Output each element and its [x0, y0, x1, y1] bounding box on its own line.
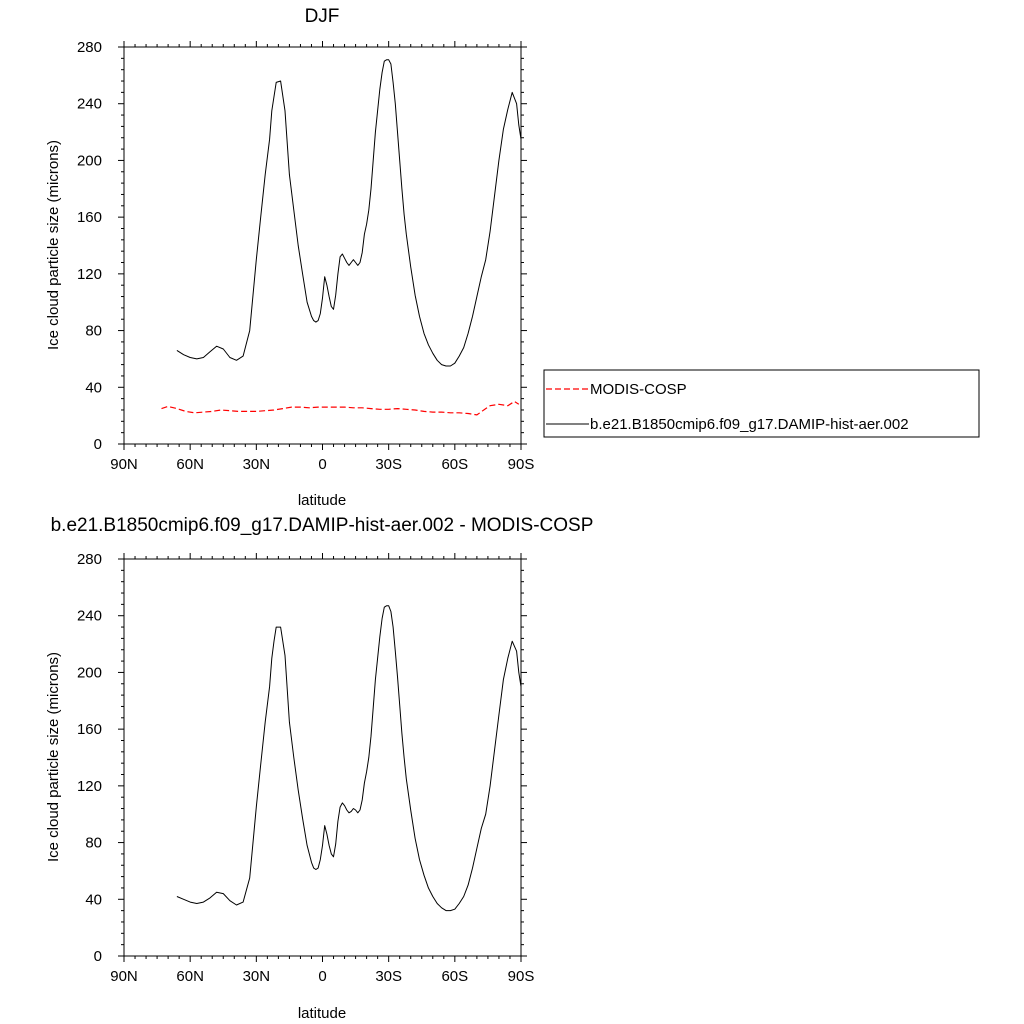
top-plot-frame	[123, 46, 522, 445]
top-series-group	[161, 59, 522, 416]
y-tick-label: 200	[77, 664, 102, 681]
x-tick-label: 30N	[243, 456, 271, 473]
y-tick-label: 240	[77, 608, 102, 625]
x-tick-label: 90S	[508, 456, 535, 473]
x-tick-label: 30S	[375, 968, 402, 985]
y-tick-label: 0	[94, 436, 102, 453]
x-tick-label: 90S	[508, 968, 535, 985]
top-series-line-modis	[161, 400, 520, 416]
x-tick-label: 0	[318, 456, 326, 473]
x-tick-label: 30N	[243, 968, 271, 985]
bottom-chart-title: b.e21.B1850cmip6.f09_g17.DAMIP-hist-aer.…	[51, 515, 594, 536]
y-tick-label: 160	[77, 721, 102, 738]
y-tick-label: 240	[77, 96, 102, 113]
bottom-plot-frame	[123, 558, 522, 957]
x-tick-label: 60N	[176, 456, 204, 473]
y-tick-label: 80	[85, 835, 102, 852]
y-tick-label: 200	[77, 152, 102, 169]
top-x-axis-label: latitude	[298, 492, 346, 509]
y-tick-label: 40	[85, 379, 102, 396]
x-tick-label: 60N	[176, 968, 204, 985]
bottom-panel: b.e21.B1850cmip6.f09_g17.DAMIP-hist-aer.…	[45, 515, 593, 1022]
x-tick-label: 30S	[375, 456, 402, 473]
bottom-series-line-model	[176, 605, 522, 912]
y-tick-label: 80	[85, 323, 102, 340]
legend-box	[543, 369, 980, 438]
top-chart-title: DJF	[305, 6, 340, 27]
y-tick-label: 120	[77, 778, 102, 795]
bottom-y-axis-label: Ice cloud particle size (microns)	[45, 652, 62, 862]
y-tick-label: 40	[85, 891, 102, 908]
x-tick-label: 60S	[441, 456, 468, 473]
x-tick-label: 90N	[110, 456, 138, 473]
y-tick-label: 280	[77, 551, 102, 568]
y-tick-label: 120	[77, 266, 102, 283]
x-tick-label: 60S	[441, 968, 468, 985]
top-panel: DJF 90N 60N 30N 0 30S 60S 90S 0 40 80 120 160 200 240…	[45, 6, 534, 509]
legend-modis-label: MODIS-COSP	[590, 381, 687, 398]
x-tick-label: 0	[318, 968, 326, 985]
y-tick-label: 160	[77, 209, 102, 226]
y-tick-label: 280	[77, 39, 102, 56]
bottom-series-group	[176, 605, 522, 912]
top-axis-ticks: 90N 60N 30N 0 30S 60S 90S 0 40 80 120 160 200 240 280	[77, 39, 534, 473]
top-series-line-model	[176, 59, 522, 367]
x-tick-label: 90N	[110, 968, 138, 985]
top-y-axis-label: Ice cloud particle size (microns)	[45, 140, 62, 350]
legend-model-label: b.e21.B1850cmip6.f09_g17.DAMIP-hist-aer.…	[590, 416, 909, 433]
y-tick-label: 0	[94, 948, 102, 965]
legend: MODIS-COSP b.e21.B1850cmip6.f09_g17.DAMI…	[543, 369, 980, 438]
bottom-x-axis-label: latitude	[298, 1005, 346, 1022]
bottom-axis-ticks: 90N 60N 30N 0 30S 60S 90S 0 40 80 120 160 200 240 280	[77, 551, 534, 985]
